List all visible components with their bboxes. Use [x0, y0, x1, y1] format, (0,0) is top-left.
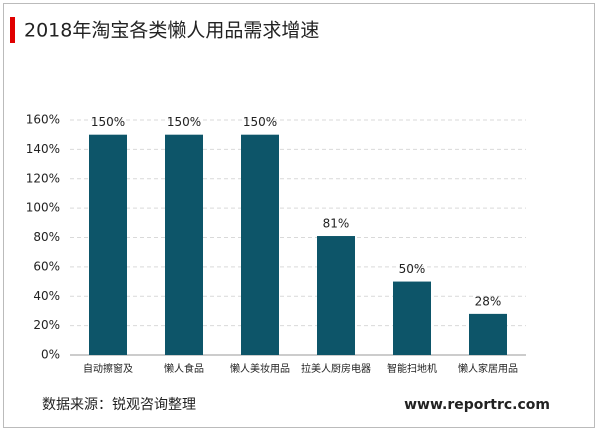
- source-note: 数据来源：锐观咨询整理: [42, 397, 196, 413]
- bar: [89, 134, 127, 355]
- y-tick-label: 160%: [26, 113, 60, 127]
- bar: [317, 236, 355, 355]
- x-tick-label: 懒人家居用品: [458, 362, 518, 375]
- x-tick-label: 自动擦窗及: [83, 362, 133, 375]
- x-tick-label: 懒人食品: [164, 362, 204, 375]
- value-label: 50%: [399, 262, 426, 276]
- y-tick-label: 120%: [26, 171, 60, 185]
- chart-title: 2018年淘宝各类懒人用品需求增速: [24, 20, 319, 42]
- bar: [393, 281, 431, 355]
- x-tick-label: 拉美人厨房电器: [301, 362, 371, 375]
- y-tick-label: 60%: [33, 259, 60, 273]
- bar: [241, 134, 279, 355]
- value-label: 150%: [167, 115, 201, 129]
- x-tick-label: 懒人美妆用品: [230, 362, 290, 375]
- y-tick-label: 20%: [33, 318, 60, 332]
- y-tick-label: 80%: [33, 230, 60, 244]
- value-label: 81%: [323, 217, 350, 231]
- y-tick-label: 100%: [26, 201, 60, 215]
- y-tick-label: 40%: [33, 289, 60, 303]
- value-label: 28%: [475, 294, 502, 308]
- title-accent: [10, 17, 15, 43]
- value-label: 150%: [91, 115, 125, 129]
- y-tick-label: 0%: [41, 348, 60, 362]
- bar: [469, 313, 507, 355]
- bar: [165, 134, 203, 355]
- x-tick-label: 智能扫地机: [387, 362, 437, 375]
- value-label: 150%: [243, 115, 277, 129]
- y-tick-label: 140%: [26, 142, 60, 156]
- website: www.reportrc.com: [404, 397, 550, 413]
